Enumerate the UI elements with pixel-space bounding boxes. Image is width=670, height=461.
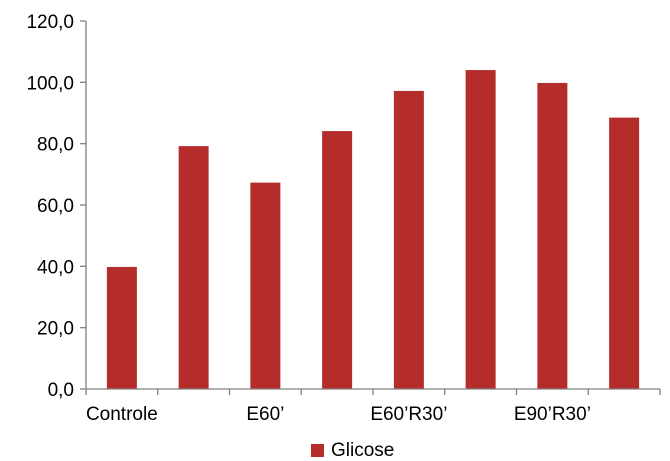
legend-label: Glicose — [331, 440, 394, 461]
y-tick-label: 60,0 — [37, 196, 74, 217]
y-tick-label: 100,0 — [26, 73, 74, 94]
y-tick-label: 0,0 — [48, 380, 74, 401]
x-tick-label: E60’R30’ — [370, 404, 447, 425]
bar — [609, 117, 640, 389]
bar — [322, 131, 353, 390]
bar — [465, 70, 496, 390]
bar — [250, 182, 281, 389]
bar — [393, 90, 424, 390]
x-axis-labels: Controle E60’ E60’R30’ E90’R30’ — [85, 389, 661, 425]
x-tick-label: E60’ — [246, 404, 284, 425]
bar — [537, 82, 568, 390]
y-tick-label: 20,0 — [37, 319, 74, 340]
legend-swatch — [311, 444, 324, 457]
y-axis-ticks: 0,0 20,0 40,0 60,0 80,0 100,0 120,0 — [26, 12, 86, 401]
x-tick-label: Controle — [86, 404, 158, 425]
bar — [106, 266, 137, 389]
x-tick-label: E90’R30’ — [514, 404, 591, 425]
y-tick-label: 40,0 — [37, 257, 74, 278]
y-tick-label: 80,0 — [37, 135, 74, 156]
y-tick-label: 120,0 — [26, 12, 74, 33]
bar-series — [106, 70, 640, 390]
axes — [85, 21, 660, 390]
bar — [178, 146, 209, 389]
legend: Glicose — [311, 440, 394, 461]
